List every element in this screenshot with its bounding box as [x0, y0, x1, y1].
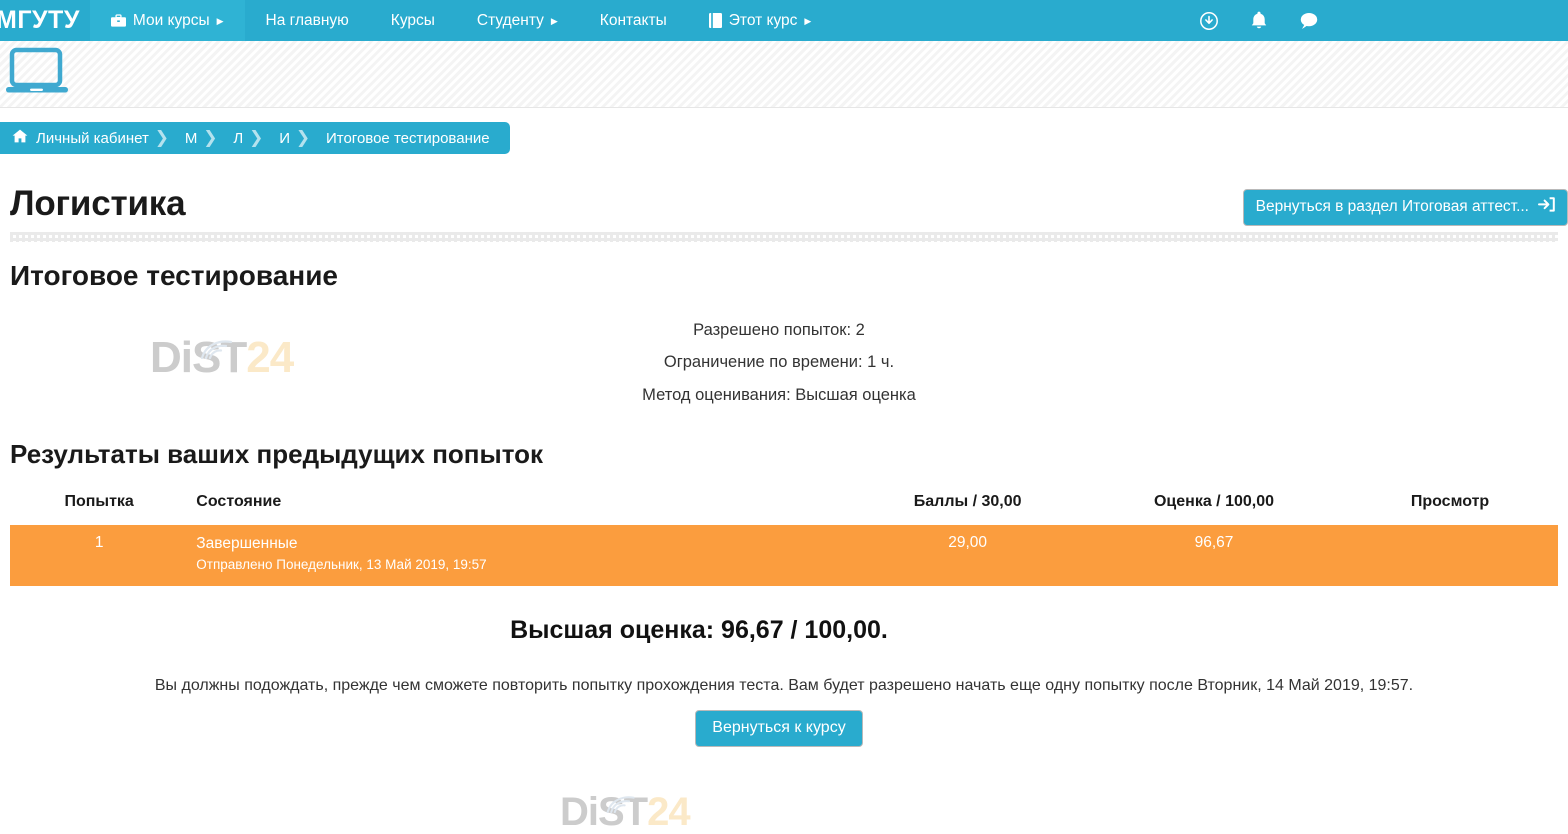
watermark-part1: DiST	[560, 790, 648, 834]
attempt-state-label: Завершенные	[196, 534, 298, 552]
nav-item-contacts[interactable]: Контакты	[579, 0, 688, 41]
results-heading: Результаты ваших предыдущих попыток	[10, 438, 543, 469]
bottom-button-wrapper: Вернуться к курсу	[10, 710, 1558, 748]
breadcrumb-item-i[interactable]: И	[267, 130, 292, 147]
cell-state: Завершенные Отправлено Понедельник, 13 М…	[188, 525, 849, 586]
nav-item-label: Контакты	[599, 11, 667, 29]
nav-item-label: Студенту	[476, 11, 544, 29]
bell-icon[interactable]	[1248, 10, 1270, 32]
nav-item-home[interactable]: На главную	[245, 0, 370, 41]
table-row: 1 Завершенные Отправлено Понедельник, 13…	[10, 524, 1558, 587]
attempts-table-head: Попытка Состояние Баллы / 30,00 Оценка /…	[10, 487, 1558, 525]
breadcrumb-item-label: И	[279, 129, 290, 147]
nav-item-courses[interactable]: Курсы	[370, 0, 456, 41]
wait-note-text: Вы должны подождать, прежде чем сможете …	[154, 677, 1414, 695]
cell-points: 29,00	[948, 533, 988, 551]
column-header-points: Баллы / 30,00	[913, 492, 1022, 510]
quiz-info-block: DiST24 Разрешено попыток: 2 Ограничение …	[10, 314, 1558, 411]
breadcrumb-item-label: Итоговое тестирование	[325, 129, 490, 147]
column-header-attempt: Попытка	[64, 492, 134, 510]
return-button-label: Вернуться в раздел Итоговая аттест...	[1255, 198, 1529, 215]
top-navbar: МГУТУ Мои курсы ▶ На главную Курсы Студе…	[0, 0, 1568, 41]
watermark-part2: 24	[647, 790, 690, 834]
nav-item-my-courses[interactable]: Мои курсы ▶	[89, 0, 245, 41]
attempt-submitted-timestamp: Отправлено Понедельник, 13 Май 2019, 19:…	[196, 557, 487, 573]
nav-item-student[interactable]: Студенту ▶	[456, 0, 579, 41]
nav-item-label: Мои курсы	[132, 11, 210, 29]
breadcrumb-wrapper: Личный кабинет ❯ М ❯ Л ❯ И ❯ Итоговое те…	[0, 108, 1568, 167]
cell-review	[1342, 525, 1558, 586]
breadcrumb-item-label: М	[184, 129, 198, 147]
chevron-right-icon: ▶	[216, 16, 224, 26]
breadcrumb-item-m[interactable]: М	[173, 130, 200, 147]
nav-item-label: На главную	[265, 11, 349, 29]
breadcrumb-separator-icon: ❯	[249, 128, 264, 147]
nav-item-label: Курсы	[390, 11, 435, 29]
page-title: Логистика	[10, 184, 186, 223]
table-header-row: Попытка Состояние Баллы / 30,00 Оценка /…	[10, 487, 1558, 525]
wifi-arc-icon	[604, 780, 640, 820]
dist24-watermark-secondary: DiST24	[560, 790, 691, 834]
attempts-table: Попытка Состояние Баллы / 30,00 Оценка /…	[10, 487, 1558, 587]
breadcrumb-item-l[interactable]: Л	[221, 130, 245, 147]
nav-item-this-course[interactable]: Этот курс ▶	[688, 0, 833, 41]
column-header-grade: Оценка / 100,00	[1153, 492, 1275, 510]
book-icon	[708, 13, 722, 28]
return-to-section-button[interactable]: Вернуться в раздел Итоговая аттест...	[1242, 189, 1568, 226]
attempts-table-body: 1 Завершенные Отправлено Понедельник, 13…	[10, 524, 1558, 587]
download-circle-icon[interactable]	[1198, 10, 1220, 32]
message-bubble-icon[interactable]	[1298, 10, 1320, 32]
main-content: Логистика Итоговое тестирование Вернутьс…	[0, 184, 1568, 832]
time-limit-text: Ограничение по времени: 1 ч.	[663, 353, 895, 372]
column-header-state: Состояние	[196, 492, 282, 510]
column-header-review: Просмотр	[1410, 492, 1490, 510]
nav-item-label: Этот курс	[728, 11, 798, 29]
breadcrumb-separator-icon: ❯	[295, 128, 311, 147]
brand-logo[interactable]: МГУТУ	[0, 6, 80, 34]
breadcrumb: Личный кабинет ❯ М ❯ Л ❯ И ❯ Итоговое те…	[0, 122, 510, 154]
chevron-right-icon: ▶	[550, 16, 558, 26]
quiz-title: Итоговое тестирование	[10, 260, 339, 291]
cell-attempt-number: 1	[94, 533, 104, 551]
cell-grade: 96,67	[1194, 533, 1234, 551]
attempts-allowed-text: Разрешено попыток: 2	[693, 321, 865, 339]
breadcrumb-separator-icon: ❯	[203, 128, 218, 147]
breadcrumb-item-label: Личный кабинет	[36, 129, 149, 147]
breadcrumb-item-dashboard[interactable]: Личный кабинет	[0, 129, 151, 147]
laptop-logo[interactable]	[6, 47, 72, 99]
header-band	[0, 41, 1568, 108]
section-divider	[10, 232, 1558, 242]
briefcase-icon	[110, 13, 126, 28]
breadcrumb-item-label: Л	[233, 129, 244, 147]
breadcrumb-separator-icon: ❯	[154, 128, 169, 147]
nav-items: Мои курсы ▶ На главную Курсы Студенту ▶ …	[89, 0, 833, 41]
navbar-right-icons	[1198, 10, 1568, 32]
return-to-course-button[interactable]: Вернуться к курсу	[695, 710, 863, 748]
home-icon	[12, 129, 28, 147]
breadcrumb-item-current: Итоговое тестирование	[314, 130, 492, 147]
grading-method-text: Метод оценивания: Высшая оценка	[642, 385, 916, 404]
chevron-right-icon: ▶	[804, 16, 812, 26]
sign-in-arrow-icon	[1538, 197, 1555, 217]
best-grade-text: Высшая оценка: 96,67 / 100,00.	[510, 616, 888, 645]
